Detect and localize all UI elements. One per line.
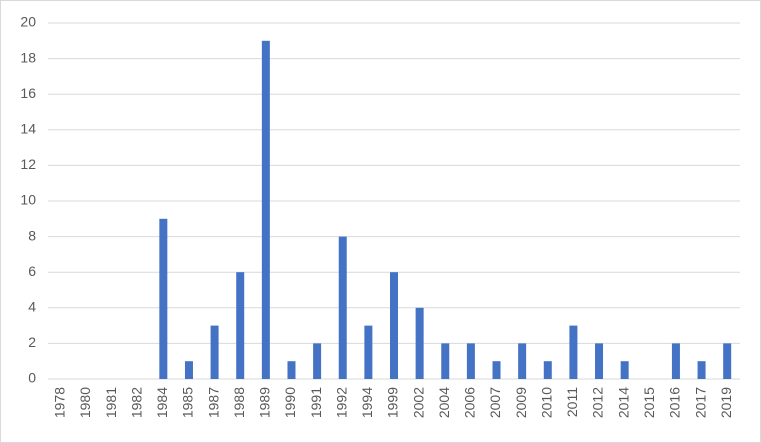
x-tick-label: 1981: [103, 387, 119, 418]
bar: [671, 343, 680, 379]
bar: [543, 361, 552, 379]
x-tick-label: 1978: [52, 387, 68, 418]
x-tick-label: 1994: [359, 387, 375, 418]
bar: [184, 361, 193, 379]
x-tick-label: 2017: [692, 387, 708, 418]
bar: [287, 361, 296, 379]
x-tick-label: 1992: [333, 387, 349, 418]
bar: [723, 343, 732, 379]
x-tick-label: 1989: [257, 387, 273, 418]
bar: [518, 343, 527, 379]
x-tick-label: 2002: [410, 387, 426, 418]
bar: [492, 361, 501, 379]
y-tick-label: 4: [28, 299, 36, 315]
bar: [236, 272, 245, 379]
x-tick-label: 1999: [385, 387, 401, 418]
y-tick-label: 18: [20, 49, 36, 65]
x-tick-label: 1988: [231, 387, 247, 418]
x-tick-label: 2009: [513, 387, 529, 418]
bar: [210, 325, 219, 379]
x-tick-label: 2019: [718, 387, 734, 418]
bar: [697, 361, 706, 379]
bar: [313, 343, 322, 379]
x-tick-label: 2004: [436, 387, 452, 418]
x-tick-label: 2010: [538, 387, 554, 418]
bar: [441, 343, 450, 379]
x-tick-label: 1991: [308, 387, 324, 418]
x-tick-label: 1980: [77, 387, 93, 418]
x-tick-label: 2014: [615, 387, 631, 418]
y-tick-label: 16: [20, 85, 36, 101]
x-tick-label: 2006: [462, 387, 478, 418]
x-tick-label: 1982: [128, 387, 144, 418]
bar: [364, 325, 373, 379]
x-tick-label: 2007: [487, 387, 503, 418]
bar: [595, 343, 604, 379]
x-tick-label: 2016: [667, 387, 683, 418]
y-tick-label: 2: [28, 334, 36, 350]
y-tick-label: 14: [20, 121, 36, 137]
x-tick-label: 1990: [282, 387, 298, 418]
x-tick-label: 1984: [154, 387, 170, 418]
x-tick-label: 2012: [590, 387, 606, 418]
bar: [261, 40, 270, 380]
y-tick-label: 0: [28, 370, 36, 386]
y-tick-label: 20: [20, 14, 36, 30]
y-tick-label: 6: [28, 263, 36, 279]
x-tick-label: 1987: [205, 387, 221, 418]
x-tick-label: 2011: [564, 387, 580, 417]
y-tick-label: 8: [28, 227, 36, 243]
bar: [466, 343, 475, 379]
bar: [338, 236, 347, 379]
bar: [390, 272, 398, 379]
y-tick-label: 12: [20, 156, 36, 172]
bar: [569, 325, 578, 379]
x-tick-label: 1985: [180, 387, 196, 418]
bar: [415, 307, 424, 379]
y-tick-label: 10: [20, 192, 36, 208]
x-tick-label: 2015: [641, 387, 657, 418]
bar: [159, 218, 168, 379]
bar: [620, 361, 629, 379]
